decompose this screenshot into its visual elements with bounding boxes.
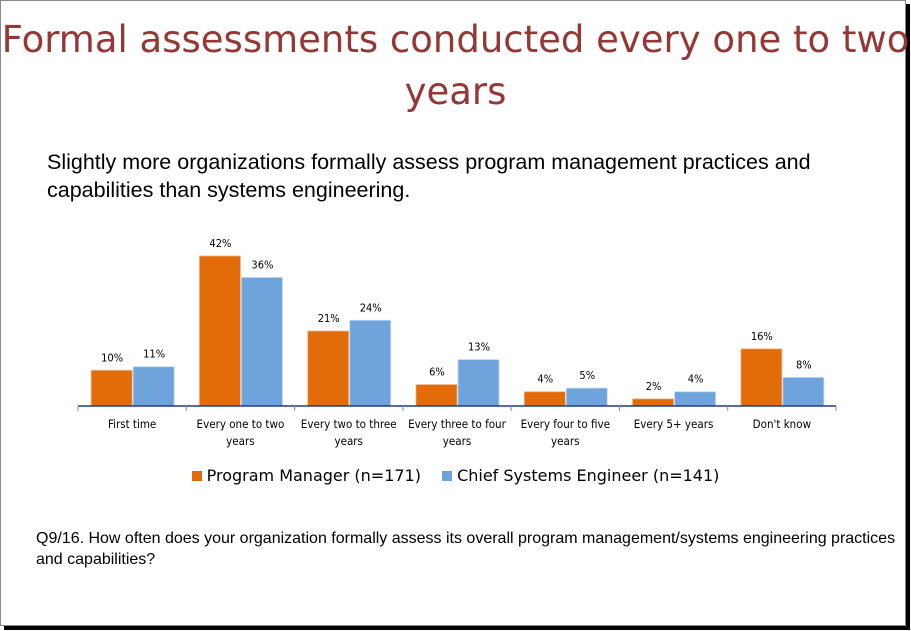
x-tick-label: Every three to four — [408, 417, 507, 431]
data-label: 8% — [796, 358, 812, 371]
x-tick-label: years — [226, 434, 254, 448]
bar-chart: 10% 42% 21% 6% 4% 2% 16% 11% 36% 24% 13% 5% 4% 8% Firs… — [77, 237, 837, 448]
data-label: 6% — [429, 366, 445, 379]
legend-swatch — [191, 471, 202, 481]
data-label: 21% — [318, 312, 340, 325]
survey-question: Q9/16. How often does your organization … — [36, 530, 896, 568]
x-tick-label: Every two to three — [301, 417, 397, 431]
data-label: 10% — [101, 351, 123, 364]
data-label: 36% — [251, 258, 273, 271]
x-tick-label: years — [443, 434, 471, 448]
data-label: 5% — [579, 369, 595, 382]
bar-program-manager — [632, 398, 674, 407]
data-label: 42% — [209, 237, 231, 250]
bar-chief-systems-engineer — [132, 366, 175, 407]
legend-swatch — [442, 471, 453, 481]
bar-chief-systems-engineer — [241, 277, 283, 407]
bar-chief-systems-engineer — [565, 387, 608, 407]
x-tick-label: Every one to two — [197, 417, 285, 431]
bar-chief-systems-engineer — [457, 359, 500, 407]
bar-program-manager — [307, 330, 350, 407]
slide-title: Formal assessments conducted every one t… — [1, 18, 910, 113]
bar-program-manager — [740, 348, 783, 407]
data-label: 13% — [468, 341, 490, 354]
chart-legend: Program Manager (n=171) Chief Systems En… — [0, 466, 911, 485]
bar-program-manager — [90, 369, 133, 407]
x-tick-label: Every 5+ years — [634, 417, 714, 431]
x-tick-label: First time — [108, 417, 156, 431]
bar-program-manager — [415, 384, 458, 407]
data-label: 4% — [688, 373, 704, 386]
slide-subtitle: Slightly more organizations formally ass… — [47, 150, 811, 202]
bar-program-manager — [523, 391, 566, 407]
legend-label: Chief Systems Engineer (n=141) — [457, 466, 720, 485]
data-label: 2% — [646, 380, 662, 393]
x-tick-label: years — [551, 434, 579, 448]
legend-item-program-manager: Program Manager (n=171) — [191, 466, 421, 485]
x-tick-label: years — [334, 434, 362, 448]
data-label: 11% — [143, 348, 165, 361]
x-tick-label: Every four to five — [521, 417, 610, 431]
data-label: 16% — [751, 330, 773, 343]
bar-chief-systems-engineer — [782, 377, 825, 407]
legend-item-chief-systems-engineer: Chief Systems Engineer (n=141) — [442, 466, 719, 485]
bar-program-manager — [199, 255, 241, 407]
bar-chief-systems-engineer — [349, 319, 392, 407]
bar-chief-systems-engineer — [674, 391, 716, 407]
data-label: 4% — [537, 373, 553, 386]
data-label: 24% — [360, 301, 382, 314]
legend-label: Program Manager (n=171) — [206, 466, 421, 485]
x-tick-label: Don't know — [753, 417, 812, 431]
